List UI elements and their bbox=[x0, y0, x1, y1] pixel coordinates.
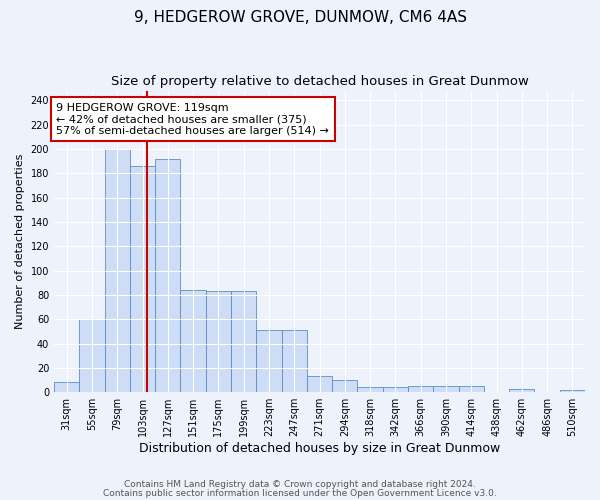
X-axis label: Distribution of detached houses by size in Great Dunmow: Distribution of detached houses by size … bbox=[139, 442, 500, 455]
Bar bbox=[104, 149, 130, 392]
Text: Contains HM Land Registry data © Crown copyright and database right 2024.: Contains HM Land Registry data © Crown c… bbox=[124, 480, 476, 489]
Bar bbox=[307, 376, 332, 392]
Y-axis label: Number of detached properties: Number of detached properties bbox=[15, 154, 25, 329]
Bar bbox=[54, 382, 79, 392]
Bar bbox=[256, 330, 281, 392]
Bar bbox=[433, 386, 458, 392]
Bar bbox=[509, 388, 535, 392]
Bar bbox=[281, 330, 307, 392]
Bar bbox=[79, 319, 104, 392]
Bar bbox=[181, 290, 206, 392]
Text: 9, HEDGEROW GROVE, DUNMOW, CM6 4AS: 9, HEDGEROW GROVE, DUNMOW, CM6 4AS bbox=[133, 10, 467, 25]
Bar bbox=[332, 380, 358, 392]
Bar bbox=[408, 386, 433, 392]
Bar bbox=[358, 388, 383, 392]
Title: Size of property relative to detached houses in Great Dunmow: Size of property relative to detached ho… bbox=[110, 75, 529, 88]
Bar bbox=[383, 388, 408, 392]
Bar bbox=[130, 166, 155, 392]
Bar bbox=[560, 390, 585, 392]
Bar bbox=[458, 386, 484, 392]
Text: 9 HEDGEROW GROVE: 119sqm
← 42% of detached houses are smaller (375)
57% of semi-: 9 HEDGEROW GROVE: 119sqm ← 42% of detach… bbox=[56, 102, 329, 136]
Bar bbox=[155, 158, 181, 392]
Bar bbox=[206, 292, 231, 392]
Bar bbox=[231, 292, 256, 392]
Text: Contains public sector information licensed under the Open Government Licence v3: Contains public sector information licen… bbox=[103, 490, 497, 498]
